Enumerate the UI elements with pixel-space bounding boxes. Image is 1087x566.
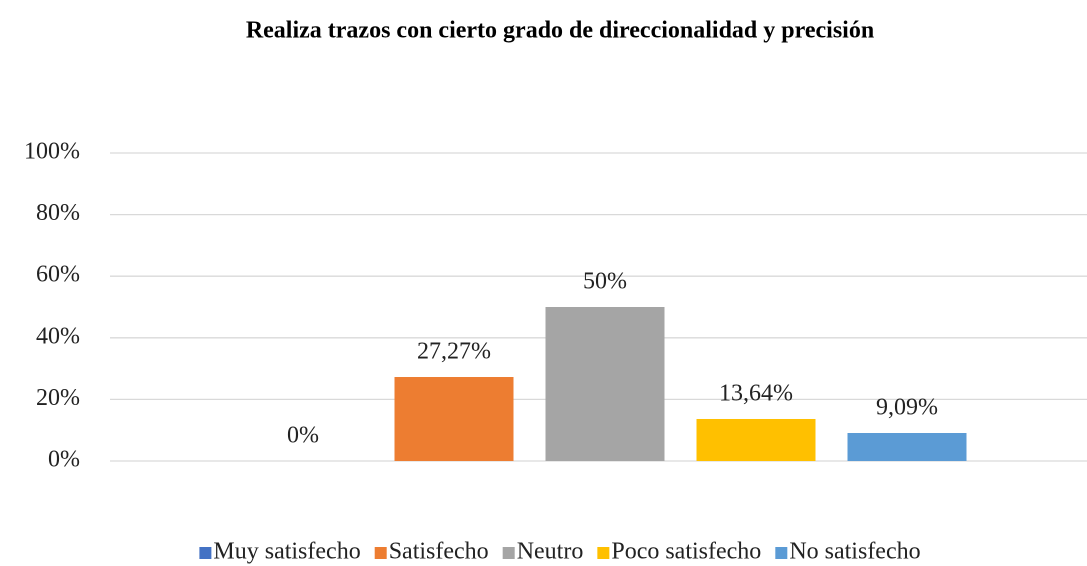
value-label: 27,27%	[417, 339, 491, 365]
bar	[545, 307, 665, 461]
bar	[394, 377, 514, 461]
legend-swatch	[775, 547, 788, 559]
legend-swatch	[374, 547, 387, 559]
y-tick-label: 20%	[36, 385, 80, 411]
y-tick-label: 100%	[24, 139, 80, 165]
value-label: 13,64%	[719, 380, 793, 406]
bar	[847, 433, 967, 461]
bar	[696, 418, 816, 461]
legend-label: Satisfecho	[389, 539, 489, 565]
y-tick-label: 60%	[36, 262, 80, 288]
value-label: 9,09%	[876, 395, 938, 421]
value-label: 50%	[583, 269, 627, 295]
legend-label: Muy satisfecho	[213, 539, 360, 565]
legend-swatch	[502, 547, 515, 559]
legend-swatch	[597, 547, 610, 559]
legend-label: No satisfecho	[789, 539, 920, 565]
legend-swatch	[199, 547, 212, 559]
chart-title: Realiza trazos con cierto grado de direc…	[246, 18, 874, 44]
legend-label: Poco satisfecho	[611, 539, 761, 565]
y-tick-label: 40%	[36, 323, 80, 349]
y-tick-label: 80%	[36, 200, 80, 226]
y-tick-label: 0%	[48, 447, 80, 473]
legend-label: Neutro	[517, 539, 584, 565]
value-label: 0%	[287, 423, 319, 449]
